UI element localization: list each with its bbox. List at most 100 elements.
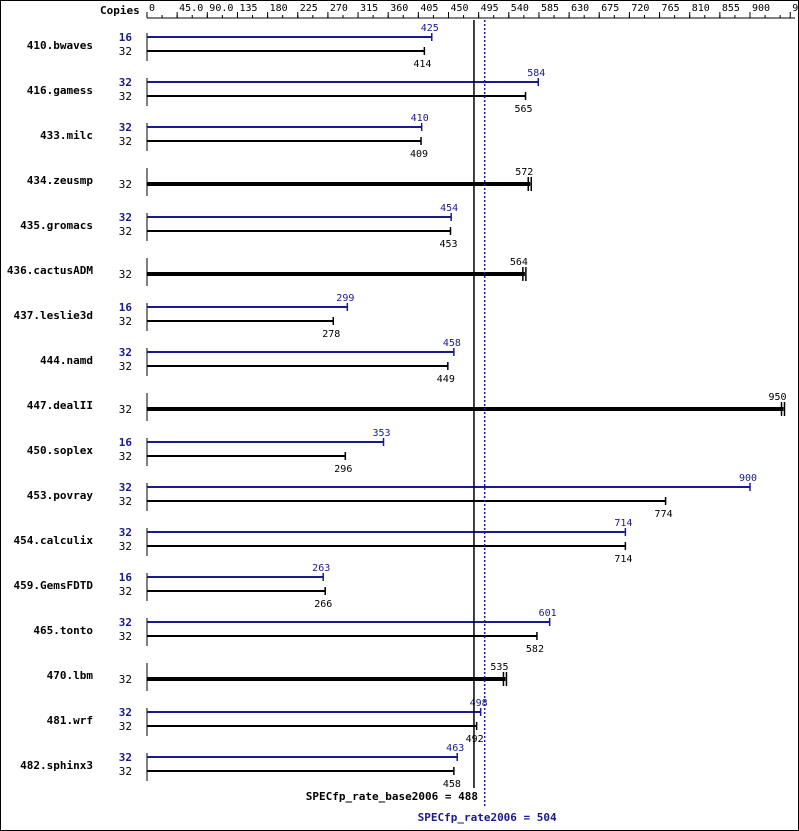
- base-copies: 32: [119, 90, 132, 103]
- copies-header: Copies: [100, 4, 140, 17]
- x-tick-label: 180: [270, 3, 288, 14]
- x-tick-label: 675: [601, 3, 619, 14]
- peak-value-label: 584: [527, 68, 545, 79]
- peak-copies: 32: [119, 706, 132, 719]
- x-tick-label: 405: [420, 3, 438, 14]
- peak-copies: 16: [119, 571, 133, 584]
- base-value-label: 453: [439, 239, 457, 250]
- base-copies: 32: [119, 450, 132, 463]
- base-copies: 32: [119, 178, 132, 191]
- base-value-label: 950: [768, 392, 786, 403]
- peak-copies: 32: [119, 121, 132, 134]
- base-value-label: 564: [510, 257, 528, 268]
- x-tick-label: 90.0: [209, 3, 233, 14]
- peak-copies: 16: [119, 301, 133, 314]
- peak-value-label: 454: [440, 203, 458, 214]
- base-copies: 32: [119, 135, 132, 148]
- peak-copies: 32: [119, 751, 132, 764]
- benchmark-label: 453.povray: [27, 489, 94, 502]
- peak-value-label: 353: [372, 428, 390, 439]
- benchmark-label: 454.calculix: [14, 534, 94, 547]
- base-copies: 32: [119, 673, 132, 686]
- peak-value-label: 714: [614, 518, 632, 529]
- base-copies: 32: [119, 315, 132, 328]
- peak-copies: 32: [119, 211, 132, 224]
- peak-value-label: 498: [470, 698, 488, 709]
- x-tick-label: 960: [792, 3, 799, 14]
- benchmark-label: 433.milc: [40, 129, 93, 142]
- peak-copies: 32: [119, 526, 132, 539]
- peak-value-label: 425: [421, 23, 439, 34]
- peak-value-label: 263: [312, 563, 330, 574]
- base-value-label: 409: [410, 149, 428, 160]
- x-tick-label: 360: [390, 3, 408, 14]
- x-tick-label: 495: [481, 3, 499, 14]
- benchmark-label: 444.namd: [40, 354, 93, 367]
- x-tick-label: 585: [541, 3, 559, 14]
- base-copies: 32: [119, 630, 132, 643]
- benchmark-label: 434.zeusmp: [27, 174, 94, 187]
- x-tick-label: 630: [571, 3, 589, 14]
- peak-value-label: 900: [739, 473, 757, 484]
- peak-copies: 32: [119, 616, 132, 629]
- benchmark-label: 416.gamess: [27, 84, 93, 97]
- peak-value-label: 458: [443, 338, 461, 349]
- peak-copies: 16: [119, 31, 133, 44]
- base-value-label: 266: [314, 599, 332, 610]
- benchmark-label: 447.dealII: [27, 399, 93, 412]
- x-tick-label: 225: [300, 3, 318, 14]
- x-tick-label: 0: [149, 3, 155, 14]
- base-copies: 32: [119, 225, 132, 238]
- base-value-label: 582: [526, 644, 544, 655]
- base-value-label: 774: [655, 509, 673, 520]
- peak-copies: 16: [119, 436, 133, 449]
- base-value-label: 449: [437, 374, 455, 385]
- base-value-label: 565: [515, 104, 533, 115]
- peak-copies: 32: [119, 76, 132, 89]
- base-copies: 32: [119, 268, 132, 281]
- x-tick-label: 45.0: [179, 3, 203, 14]
- x-tick-label: 270: [330, 3, 348, 14]
- base-copies: 32: [119, 403, 132, 416]
- base-value-label: 278: [322, 329, 340, 340]
- base-copies: 32: [119, 495, 132, 508]
- benchmark-label: 459.GemsFDTD: [14, 579, 94, 592]
- peak-value-label: 601: [539, 608, 557, 619]
- base-value-label: 458: [443, 779, 461, 790]
- x-tick-label: 765: [662, 3, 680, 14]
- peak-value-label: 299: [336, 293, 354, 304]
- base-copies: 32: [119, 540, 132, 553]
- benchmark-label: 481.wrf: [47, 714, 93, 727]
- benchmark-label: 465.tonto: [33, 624, 93, 637]
- base-reference-label: SPECfp_rate_base2006 = 488: [306, 790, 478, 803]
- x-tick-label: 540: [511, 3, 529, 14]
- x-tick-label: 810: [692, 3, 710, 14]
- peak-copies: 32: [119, 346, 132, 359]
- base-value-label: 414: [413, 59, 431, 70]
- x-tick-label: 450: [451, 3, 469, 14]
- benchmark-label: 437.leslie3d: [14, 309, 93, 322]
- benchmark-label: 435.gromacs: [20, 219, 93, 232]
- peak-reference-label: SPECfp_rate2006 = 504: [418, 811, 557, 824]
- base-copies: 32: [119, 45, 132, 58]
- benchmark-label: 470.lbm: [47, 669, 94, 682]
- base-copies: 32: [119, 765, 132, 778]
- benchmark-label: 450.soplex: [27, 444, 94, 457]
- base-value-label: 296: [334, 464, 352, 475]
- benchmark-label: 410.bwaves: [27, 39, 93, 52]
- benchmark-label: 436.cactusADM: [7, 264, 93, 277]
- x-tick-label: 855: [722, 3, 740, 14]
- peak-value-label: 463: [446, 743, 464, 754]
- peak-value-label: 410: [411, 113, 429, 124]
- base-value-label: 714: [614, 554, 632, 565]
- x-tick-label: 720: [631, 3, 649, 14]
- base-value-label: 535: [490, 662, 508, 673]
- peak-copies: 32: [119, 481, 132, 494]
- x-tick-label: 135: [239, 3, 257, 14]
- base-value-label: 572: [515, 167, 533, 178]
- x-tick-label: 900: [752, 3, 770, 14]
- x-tick-label: 315: [360, 3, 378, 14]
- base-copies: 32: [119, 585, 132, 598]
